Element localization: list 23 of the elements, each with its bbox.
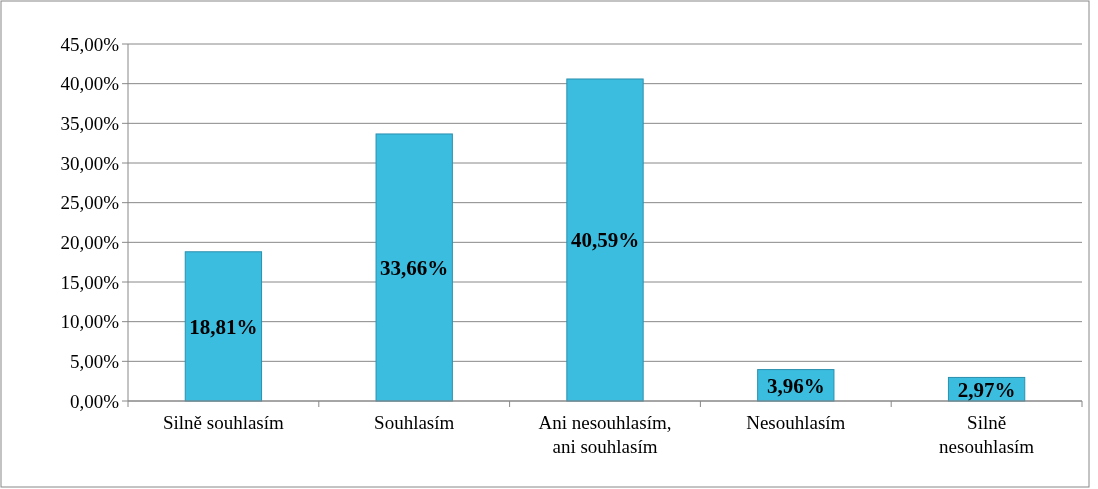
y-tick-label: 0,00% [69,390,120,412]
y-tick-label: 5,00% [69,350,120,372]
y-tick-label: 10,00% [60,311,120,333]
x-tick-label: Ani nesouhlasím, ani souhlasím [538,412,672,457]
y-tick-label: 25,00% [60,192,120,214]
bar [184,251,263,402]
y-tick-label: 40,00% [60,73,120,95]
data-label: 40,59% [570,228,640,253]
y-tick-label: 35,00% [60,112,120,134]
bar [375,133,453,402]
data-label: 3,96% [766,373,825,398]
x-tick-label: Nesouhlasím [746,412,846,433]
data-label: 2,97% [957,377,1016,402]
x-tick-label: Silně souhlasím [162,412,285,433]
x-tick-label: Silně nesouhlasím [939,412,1035,457]
data-label: 18,81% [189,314,258,339]
bar [566,78,644,402]
x-tick-label: Souhlasím [374,412,455,433]
y-tick-label: 45,00% [60,33,120,55]
data-label: 33,66% [380,255,449,280]
y-tick-label: 30,00% [60,152,120,174]
y-tick-label: 15,00% [60,271,120,293]
y-tick-label: 20,00% [60,231,120,253]
